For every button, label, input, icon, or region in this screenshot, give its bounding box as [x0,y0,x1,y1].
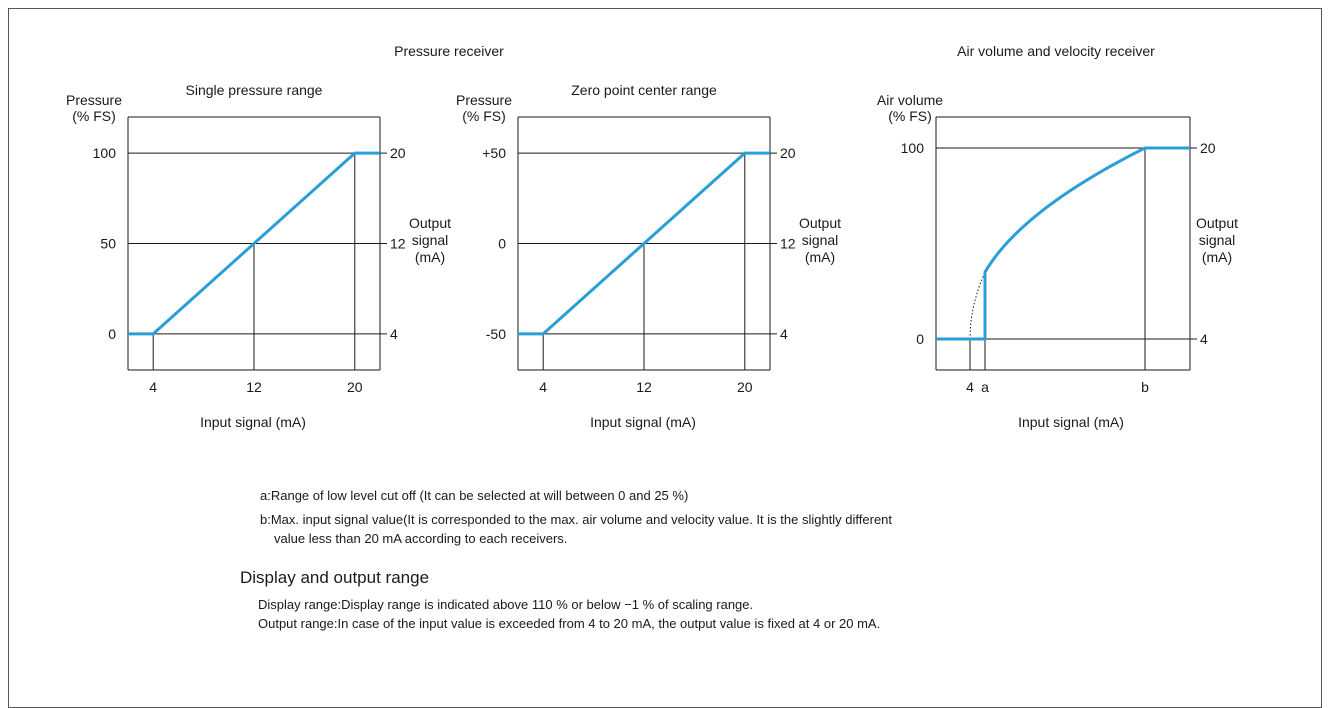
y-axis-label: Air volume [877,92,943,108]
series-line [936,146,1190,341]
y-axis-label-unit: (% FS) [72,108,116,124]
right-axis-label: signal [1199,232,1236,248]
right-tick-label: 4 [390,326,398,342]
right-axis-label: Output [799,215,841,231]
x-axis-label: Input signal (mA) [590,414,696,430]
y-axis-label: Pressure [456,92,512,108]
y-tick-label: +50 [482,145,506,161]
x-axis-label: Input signal (mA) [1018,414,1124,430]
right-axis-label: Output [1196,215,1238,231]
right-axis-label-unit: (mA) [415,249,445,265]
x-tick-label: 4 [149,379,157,395]
pressure-receiver-title: Pressure receiver [394,43,504,59]
chart-title: Zero point center range [571,82,717,98]
right-tick-label: 4 [1200,331,1208,347]
y-tick-label: 0 [916,331,924,347]
x-tick-label: b [1141,379,1149,395]
air-receiver-title: Air volume and velocity receiver [957,43,1155,59]
x-tick-label: 20 [737,379,753,395]
y-tick-label: 100 [93,145,117,161]
x-tick-label: 12 [246,379,262,395]
output-range-text: Output range:In case of the input value … [258,616,881,631]
right-axis-label: signal [802,232,839,248]
x-tick-label: 20 [347,379,363,395]
y-axis-label-unit: (% FS) [888,108,932,124]
note-b-line2: value less than 20 mA according to each … [274,531,568,546]
chart-zero-center: -50 4 0 12 +50 20 4 12 20 Zero point center range… [456,82,841,430]
note-a: a:Range of low level cut off (It can be … [260,488,689,503]
x-tick-label: 4 [539,379,547,395]
right-axis-label-unit: (mA) [1202,249,1232,265]
charts-svg: Pressure receiver Air volume and velocit… [66,43,1238,430]
right-axis-label: Output [409,215,451,231]
y-tick-label: -50 [486,326,506,342]
series-line [128,151,380,336]
chart-single-pressure: 0 4 50 12 100 20 4 12 20 Single pressure range Pre… [66,82,451,430]
right-axis-label-unit: (mA) [805,249,835,265]
right-tick-label: 20 [390,145,406,161]
display-output-heading: Display and output range [240,568,430,587]
y-axis-label-unit: (% FS) [462,108,506,124]
x-tick-label: 12 [636,379,652,395]
right-tick-label: 4 [780,326,788,342]
right-tick-label: 12 [390,236,406,252]
right-tick-label: 20 [1200,140,1216,156]
right-tick-label: 12 [780,236,796,252]
y-tick-label: 0 [498,236,506,252]
y-tick-label: 50 [100,236,116,252]
y-tick-label: 100 [901,140,925,156]
series-line [518,151,770,336]
x-axis-label: Input signal (mA) [200,414,306,430]
right-axis-label: signal [412,232,449,248]
y-tick-label: 0 [108,326,116,342]
right-tick-label: 20 [780,145,796,161]
x-tick-label: 4 [966,379,974,395]
y-axis-label: Pressure [66,92,122,108]
extrapolated-curve-dotted [969,271,986,340]
x-tick-label: a [981,379,989,395]
display-range-text: Display range:Display range is indicated… [258,597,754,612]
note-b-line1: b:Max. input signal value(It is correspo… [260,512,893,527]
chart-title: Single pressure range [186,82,323,98]
